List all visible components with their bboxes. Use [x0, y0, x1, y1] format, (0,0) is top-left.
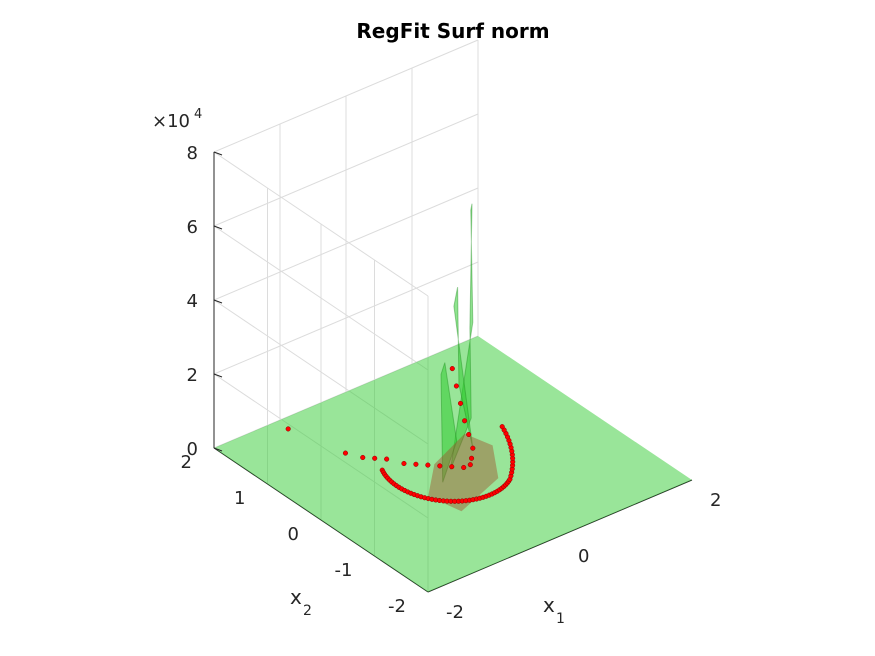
y-tick-label: -1 — [335, 560, 353, 581]
z-tick-label: 2 — [187, 365, 198, 386]
data-point — [499, 424, 505, 430]
data-point — [413, 461, 419, 467]
y-tick-label: 2 — [181, 452, 192, 473]
y-axis-label-sub: 2 — [303, 603, 312, 619]
data-point — [360, 454, 366, 461]
data-point — [401, 460, 407, 467]
surface-layer — [214, 203, 692, 592]
z-tick — [213, 373, 223, 378]
data-point — [461, 464, 467, 471]
data-point — [457, 400, 464, 406]
data-point — [466, 431, 472, 438]
z-exponent: 4 — [194, 107, 202, 122]
z-tick — [213, 151, 223, 156]
x-axis-label-main: x — [543, 593, 555, 617]
chart-title: RegFit Surf norm — [356, 19, 549, 43]
z-tick — [213, 447, 223, 452]
data-point — [372, 455, 378, 461]
data-point — [462, 418, 468, 424]
z-tick — [213, 225, 223, 230]
surface-patch — [453, 287, 474, 449]
data-point — [467, 462, 473, 468]
x-axis-label-sub: 1 — [556, 611, 565, 627]
x-tick-label: 0 — [578, 546, 589, 567]
data-point — [453, 383, 459, 389]
x-axis-label: x 1 — [543, 593, 565, 627]
surface-floor — [214, 336, 692, 592]
data-point — [449, 366, 455, 372]
scatter-points — [285, 366, 516, 504]
data-point — [470, 445, 476, 451]
data-point — [437, 463, 443, 469]
data-point — [384, 456, 390, 462]
y-tick-label: 1 — [234, 488, 245, 509]
z-tick-label: 8 — [187, 143, 198, 164]
data-point — [449, 464, 455, 470]
surface-patch — [450, 203, 474, 470]
data-point — [285, 426, 291, 432]
z-tick — [213, 299, 223, 304]
y-tick-label: 0 — [288, 524, 299, 545]
y-axis-label-main: x — [290, 585, 302, 609]
y-tick-label: -2 — [388, 596, 406, 617]
z-exponent-prefix: ×10 — [152, 111, 190, 132]
data-point — [469, 455, 475, 461]
data-point — [342, 450, 349, 456]
x-tick-label: -2 — [446, 602, 464, 623]
z-tick-label: 4 — [187, 291, 198, 312]
y-axis-label: x 2 — [290, 585, 312, 619]
z-tick-label: 6 — [187, 217, 198, 238]
data-point — [425, 462, 431, 468]
x-tick-label: 2 — [710, 490, 721, 511]
surface-patch — [440, 362, 458, 483]
surface-basin — [428, 433, 499, 512]
z-tick-label: 0 — [187, 439, 198, 460]
z-exponent-label: ×10 4 — [152, 107, 202, 132]
